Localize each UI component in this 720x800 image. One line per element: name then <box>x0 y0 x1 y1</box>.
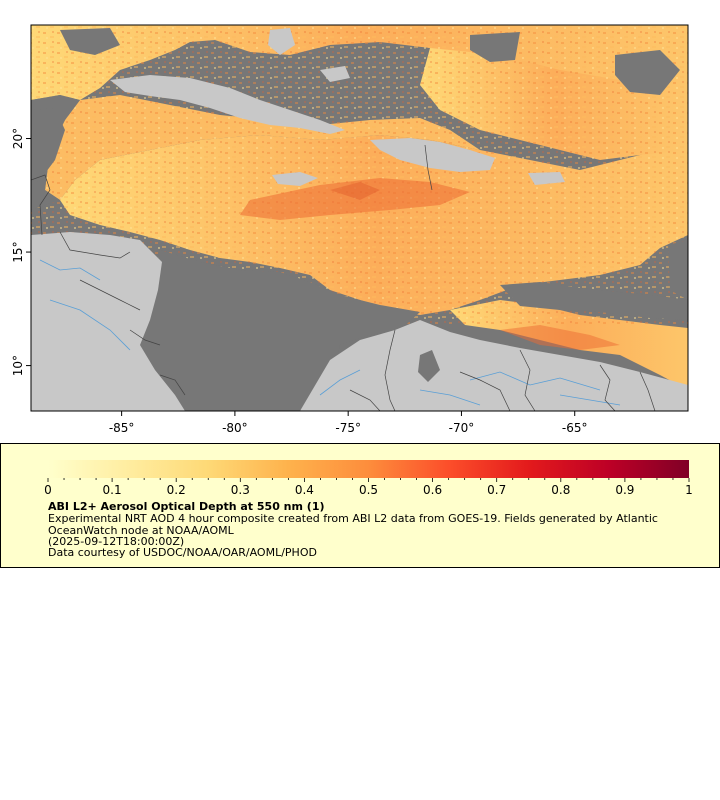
land-jamaica <box>272 172 318 186</box>
no-data-east-edge <box>668 240 688 300</box>
legend-description: Experimental NRT AOD 4 hour composite cr… <box>48 512 658 537</box>
colorbar-label: 0.7 <box>487 483 506 497</box>
colorbar-label: 0.2 <box>167 483 186 497</box>
colorbar-label: 0.6 <box>423 483 442 497</box>
borders <box>31 144 656 411</box>
land-hispaniola <box>370 138 495 172</box>
no-data-ne-patch-2 <box>615 50 680 95</box>
no-data-ne-patch-1 <box>470 32 520 62</box>
rivers <box>39 259 621 406</box>
x-tick-label: -85° <box>109 421 135 435</box>
aod-map: -85° -80° -75° -70° -65° 20° 15° 10° <box>11 24 689 435</box>
colorbar: 0 0.1 0.2 0.3 0.4 0.5 0.6 0.7 0.8 0.9 1 <box>44 460 693 497</box>
map-frame <box>30 24 689 412</box>
land-yucatan <box>31 108 65 185</box>
colorbar-ramp <box>48 460 689 478</box>
x-tick-label: -65° <box>562 421 588 435</box>
no-data-caribbean-west <box>140 250 420 411</box>
y-tick-label: 20° <box>11 128 25 149</box>
land-puerto-rico <box>528 172 565 185</box>
colorbar-label: 1 <box>685 483 693 497</box>
x-tick-label: -80° <box>222 421 248 435</box>
land-bahamas-1 <box>268 28 295 55</box>
legend-title: ABI L2+ Aerosol Optical Depth at 550 nm … <box>48 500 325 513</box>
legend-credit: Data courtesy of USDOC/NOAA/OAR/AOML/PHO… <box>48 546 317 559</box>
x-axis: -85° -80° -75° -70° -65° <box>109 411 588 435</box>
no-data-east-patch <box>500 282 688 320</box>
land-lake-maracaibo <box>418 350 440 382</box>
colorbar-label: 0.4 <box>295 483 314 497</box>
land-south-america <box>300 320 688 411</box>
colorbar-label: 0.3 <box>231 483 250 497</box>
colorbar-label: 0.8 <box>551 483 570 497</box>
x-tick-label: -70° <box>449 421 475 435</box>
colorbar-label: 0.1 <box>103 483 122 497</box>
land-central-america <box>31 232 185 411</box>
legend-panel: 0 0.1 0.2 0.3 0.4 0.5 0.6 0.7 0.8 0.9 1 ABI L2+ Ae… <box>0 443 720 568</box>
y-tick-label: 15° <box>11 241 25 262</box>
aod-high-streak-2 <box>330 182 380 200</box>
aod-high-streak-3 <box>500 325 620 350</box>
y-axis: 20° 15° 10° <box>11 128 31 376</box>
colorbar-label: 0 <box>44 483 52 497</box>
no-data-nw-patch <box>60 28 120 55</box>
land-cuba <box>110 75 345 134</box>
x-tick-label: -75° <box>335 421 361 435</box>
colorbar-label: 0.5 <box>359 483 378 497</box>
land-bahamas-2 <box>320 66 350 82</box>
aod-high-streak <box>240 178 470 220</box>
legend-time: (2025-09-12T18:00:00Z) <box>48 535 185 548</box>
y-tick-label: 10° <box>11 355 25 376</box>
colorbar-label: 0.9 <box>615 483 634 497</box>
